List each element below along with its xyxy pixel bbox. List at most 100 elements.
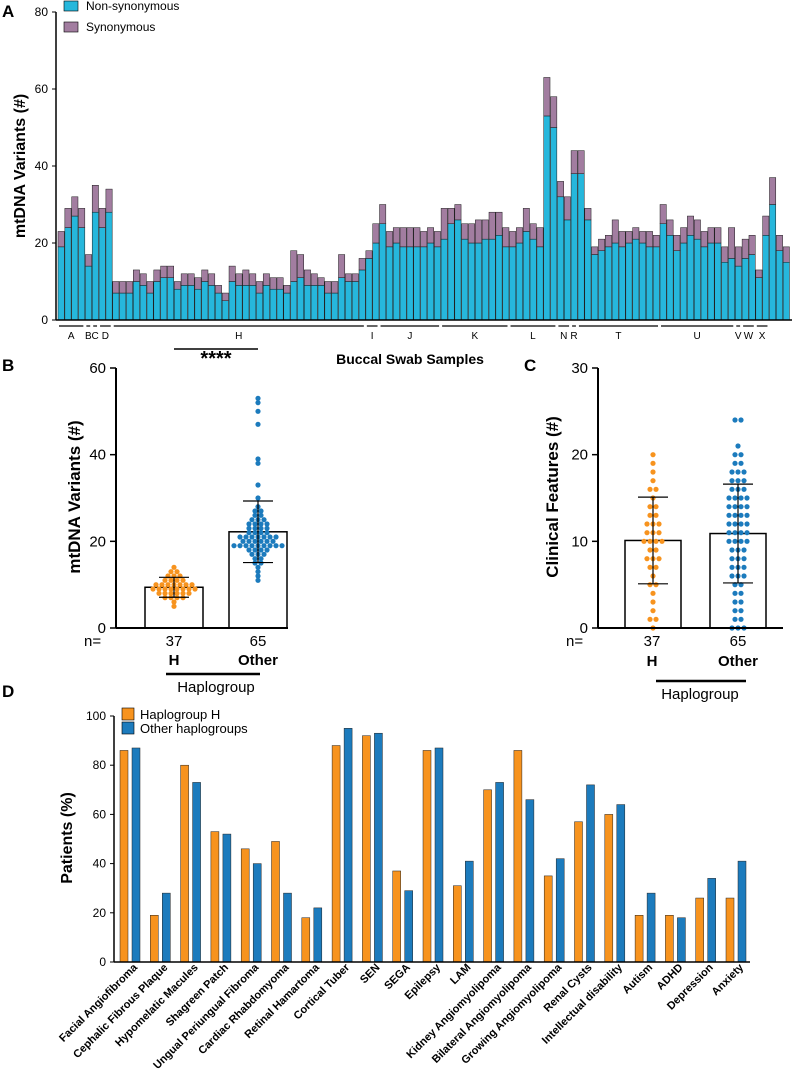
panel-c-point <box>735 478 741 484</box>
bar-nonsynonymous <box>625 242 633 321</box>
panel-c-point <box>726 538 732 544</box>
panel-b-point <box>168 590 174 596</box>
panel-label-a: A <box>2 2 14 21</box>
bar-synonymous <box>112 281 120 294</box>
panel-b-ylabel: mtDNA Variants (#) <box>65 420 84 573</box>
panel-b-chart: 0 20 40 60 mtDNA Variants (#) **** n= 37 65… <box>65 348 288 696</box>
panel-b-point <box>258 525 264 531</box>
panel-c-point <box>644 530 650 536</box>
bar-other-haplogroups <box>525 799 535 963</box>
panel-b-point <box>264 525 270 531</box>
bar-synonymous <box>338 254 346 278</box>
bar-synonymous <box>475 219 482 244</box>
bar-nonsynonymous <box>180 285 188 321</box>
panel-b-point <box>252 556 258 562</box>
bar-synonymous <box>242 269 250 286</box>
panel-c-point <box>738 599 744 605</box>
bar-nonsynonymous <box>454 219 462 321</box>
bar-synonymous <box>625 231 633 244</box>
group-label: U <box>694 331 701 342</box>
panel-c-point <box>726 504 732 510</box>
group-label: A <box>68 331 75 342</box>
panel-c-point <box>741 486 747 492</box>
panel-c-point <box>647 512 653 518</box>
panel-b-point <box>258 530 264 536</box>
panel-b-point <box>237 543 243 549</box>
panel-c-chart: 0 10 20 30 Clinical Features (#) n= 37 65 H… <box>543 360 783 703</box>
panel-a-ytick-label: 60 <box>35 82 49 96</box>
bar-synonymous <box>85 254 92 267</box>
panel-b-point <box>249 517 255 523</box>
panel-b-point <box>255 395 261 401</box>
bar-synonymous <box>693 219 701 240</box>
bar-other-haplogroups <box>131 747 141 963</box>
bar-synonymous <box>180 273 188 286</box>
panel-c-ytick-label: 20 <box>571 447 588 464</box>
panel-c-point <box>650 469 656 475</box>
bar-synonymous <box>174 281 181 290</box>
bar-synonymous <box>762 215 770 236</box>
bar-nonsynonymous <box>57 246 65 321</box>
panel-b-point <box>264 530 270 536</box>
bar-synonymous <box>502 227 510 248</box>
bar-synonymous <box>509 231 517 248</box>
panel-b-point <box>255 400 261 406</box>
bar-nonsynonymous <box>495 235 503 321</box>
bar-synonymous <box>728 227 735 259</box>
panel-c-point <box>738 530 744 536</box>
group-label: W <box>744 331 754 342</box>
panel-c-point <box>732 616 738 622</box>
bar-nonsynonymous <box>488 238 496 321</box>
bar-nonsynonymous <box>71 215 79 321</box>
panel-b-point <box>261 534 267 540</box>
panel-c-point <box>729 469 735 475</box>
panel-c-point <box>647 582 653 588</box>
panel-b-point <box>255 421 261 427</box>
panel-b-point <box>246 521 252 527</box>
bar-synonymous <box>741 238 749 259</box>
panel-c-n-prefix: n= <box>566 633 583 650</box>
panel-b-point <box>249 551 255 557</box>
panel-b-point <box>171 603 177 609</box>
bar-synonymous <box>735 246 742 267</box>
panel-b-point <box>189 582 195 588</box>
bar-synonymous <box>133 269 140 282</box>
bar-synonymous <box>488 211 496 240</box>
bar-haplogroup-h <box>725 897 735 963</box>
panel-c-cat-h: H <box>647 653 658 670</box>
bar-nonsynonymous <box>693 238 701 321</box>
bar-nonsynonymous <box>591 254 599 321</box>
bar-nonsynonymous <box>372 242 380 321</box>
bar-synonymous <box>262 273 270 286</box>
bar-synonymous <box>345 273 352 282</box>
bar-synonymous <box>652 235 660 248</box>
panel-b-n-other: 65 <box>250 633 267 650</box>
bar-synonymous <box>632 227 640 240</box>
bar-nonsynonymous <box>427 242 434 321</box>
panel-c-point <box>741 573 747 579</box>
panel-b-significance: **** <box>200 348 231 370</box>
bar-synonymous <box>153 269 161 282</box>
category-label: Autism <box>620 961 655 996</box>
panel-a-ytick-label: 80 <box>35 5 49 19</box>
panel-b-point <box>258 556 264 562</box>
bar-nonsynonymous <box>392 242 400 321</box>
bar-nonsynonymous <box>91 211 99 321</box>
bar-other-haplogroups <box>252 863 262 963</box>
bar-synonymous <box>392 227 400 244</box>
panel-c-cat-other: Other <box>718 653 758 670</box>
panel-b-ytick-label: 0 <box>98 620 106 637</box>
bar-nonsynonymous <box>290 281 298 321</box>
group-label: K <box>471 331 478 342</box>
panel-c-point <box>653 582 659 588</box>
bar-nonsynonymous <box>529 238 537 321</box>
panel-b-point <box>249 543 255 549</box>
bar-synonymous <box>386 231 393 248</box>
panel-b-point <box>162 590 168 596</box>
bar-nonsynonymous <box>735 265 742 321</box>
bar-nonsynonymous <box>776 250 783 321</box>
bar-synonymous <box>98 208 106 228</box>
panel-a-ytick-label: 20 <box>35 236 49 250</box>
panel-d-ytick-label: 40 <box>93 857 107 871</box>
bar-synonymous <box>194 277 202 290</box>
